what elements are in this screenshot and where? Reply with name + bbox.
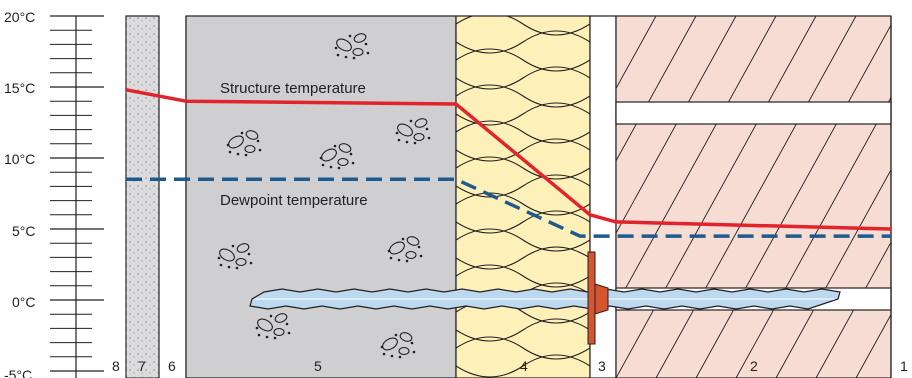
layer-7-plaster [125,15,160,378]
aggregate-cluster [226,130,262,157]
layer-number-8: 8 [112,358,120,374]
layer-number-6: 6 [168,358,176,374]
dewpoint-temperature-label: Dewpoint temperature [220,192,368,209]
anchor-washer [587,251,596,345]
tick-label-5: 5°C [12,223,36,239]
axis-labels: 20°C 15°C 10°C 5°C 0°C -5°C [4,9,36,378]
temperature-axis [50,15,104,378]
insulation-wave [456,354,590,378]
hatch-line [616,16,657,90]
tick-label-20: 20°C [4,9,35,25]
layer-2-brick [615,15,912,378]
aggregate-cluster [387,236,423,263]
structure-temperature-label: Structure temperature [220,80,366,97]
brick-mortar-joint [615,101,892,125]
dewpoint-temperature-line [126,177,891,238]
major-ticks [50,15,104,372]
layer-number-4: 4 [520,358,528,374]
layer-4-insulation [455,15,591,378]
hatch-line [655,16,857,378]
anchor-collar [594,283,609,315]
aggregate-cluster [380,332,416,359]
aggregate-cluster [319,143,355,170]
layer-number-1: 1 [900,358,908,374]
layer-number-7: 7 [138,358,146,374]
tick-label-10: 10°C [4,151,35,167]
hatch-line [815,241,891,378]
concrete-aggregates [217,33,431,359]
structure-temperature-line [125,88,892,231]
aggregate-cluster [395,118,431,145]
hatch-line [896,16,912,378]
hatch-line [695,24,891,378]
aggregate-cluster [255,313,291,340]
anchor-screw [249,251,841,345]
tick-label-minus-5: -5°C [4,367,32,378]
aggregate-cluster [334,33,370,60]
hatch-line [775,168,891,378]
insulation-pattern [456,16,590,378]
hatch-line [855,313,891,378]
hatch-line [616,16,737,235]
tick-label-15: 15°C [4,80,35,96]
layer-number-3: 3 [598,358,606,374]
tick-label-0: 0°C [12,294,36,310]
aggregate-cluster [217,243,253,270]
hatch-line [616,16,817,378]
layer-number-2: 2 [750,358,758,374]
hatch-line [616,16,777,307]
hatch-line [616,16,697,162]
hatch-line [735,96,891,378]
layer-number-5: 5 [314,358,322,374]
minor-ticks [50,29,92,358]
layer-5-concrete [185,15,457,378]
brick-hatching [616,16,912,378]
layer-numbers: 8 7 6 5 4 3 2 1 [112,358,908,374]
